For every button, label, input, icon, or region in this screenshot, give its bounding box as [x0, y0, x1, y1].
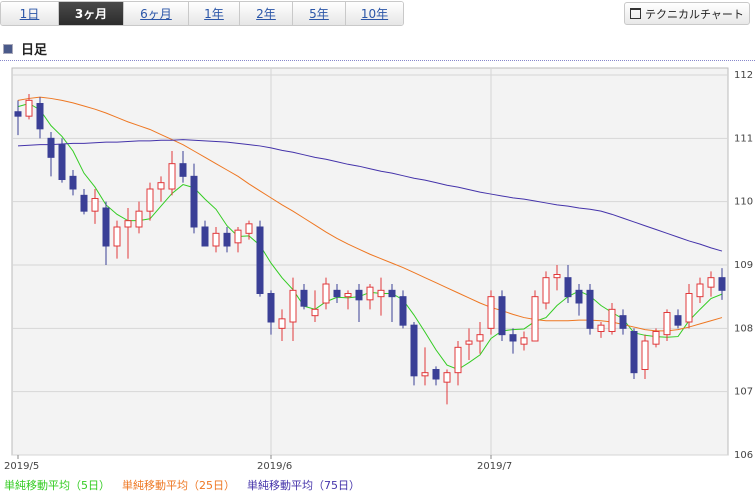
candle-body [267, 293, 275, 323]
candle-body [476, 334, 484, 342]
candle-body [685, 293, 693, 323]
y-tick-label: 109 [734, 260, 753, 271]
period-tabs: 1日 3ヶ月 6ヶ月 1年 2年 5年 10年 [0, 1, 404, 26]
candle-body [575, 289, 583, 304]
moving-average-line [17, 96, 723, 332]
y-tick-label: 107 [734, 387, 753, 398]
candle-body [102, 207, 110, 247]
candle-body [333, 289, 341, 298]
y-tick-label: 108 [734, 323, 753, 334]
candle-body [69, 175, 77, 190]
y-tick-label: 112 [734, 70, 753, 81]
candle-body [135, 210, 143, 228]
section-header: 日足 [3, 39, 47, 58]
candle-body [256, 226, 264, 294]
candle-body [542, 277, 550, 304]
candle-body [553, 274, 561, 279]
candle-body [564, 277, 572, 298]
candle-body [674, 315, 682, 326]
candle-body [91, 198, 99, 212]
candle-body [146, 188, 154, 212]
candle-body [14, 111, 22, 117]
legend-entry: 単純移動平均（5日） [4, 479, 110, 492]
period-tab[interactable]: 2年 [240, 2, 293, 25]
candle-body [36, 103, 44, 130]
candle-body [80, 194, 88, 212]
candle-body [663, 312, 671, 336]
candle-body [278, 318, 286, 329]
candle-body [113, 226, 121, 247]
period-tab[interactable]: 10年 [346, 2, 403, 25]
candle-body [223, 232, 231, 247]
candle-body [201, 226, 209, 247]
period-tab[interactable]: 5年 [293, 2, 346, 25]
candle-body [597, 324, 605, 332]
button-label: テクニカルチャート [645, 7, 744, 21]
candle-body [520, 337, 528, 345]
candle-body [399, 296, 407, 326]
plot-area [11, 67, 729, 456]
candle-body [124, 220, 132, 228]
y-tick-label: 106 [734, 450, 753, 461]
candle-body [311, 308, 319, 317]
candle-body [179, 163, 187, 177]
y-tick-label: 110 [734, 197, 753, 208]
candle-body [487, 296, 495, 329]
period-tab[interactable]: 3ヶ月 [59, 2, 124, 25]
candle-body [432, 369, 440, 380]
period-tab[interactable]: 6ヶ月 [124, 2, 189, 25]
candle-body [344, 293, 352, 298]
candle-body [322, 283, 330, 304]
section-title: 日足 [21, 43, 48, 58]
candle-body [245, 223, 253, 234]
candle-body [630, 331, 638, 374]
period-tab[interactable]: 1年 [189, 2, 240, 25]
candle-body [531, 296, 539, 342]
candle-body [696, 283, 704, 298]
technical-chart-button[interactable]: テクニカルチャート [624, 2, 750, 25]
candle-body [25, 99, 33, 117]
candle-body [190, 175, 198, 228]
candle-body [443, 372, 451, 383]
candle-body [234, 229, 242, 244]
x-tick-label: 2019/6 [257, 461, 292, 472]
candle-body [366, 286, 374, 301]
candle-body [410, 324, 418, 377]
candle-body [58, 144, 66, 181]
candle-body [157, 182, 165, 190]
candle-body [168, 163, 176, 190]
legend-entry: 単純移動平均（75日） [247, 479, 360, 492]
candle-body [212, 232, 220, 247]
icon [3, 43, 13, 54]
y-tick-label: 111 [734, 133, 753, 144]
candle-body [718, 277, 726, 291]
icon [630, 8, 642, 19]
candle-body [707, 277, 715, 288]
candle-body [388, 289, 396, 298]
legend-entry: 単純移動平均（25日） [122, 479, 235, 492]
candle-body [608, 308, 616, 333]
candle-body [619, 315, 627, 329]
candle-body [289, 289, 297, 323]
x-tick-label: 2019/5 [4, 461, 39, 472]
candle-body [421, 372, 429, 377]
candle-body [377, 289, 385, 298]
candle-body [641, 340, 649, 370]
candle-body [300, 289, 308, 307]
legend: 単純移動平均（5日） 単純移動平均（25日） 単純移動平均（75日） [4, 477, 360, 493]
candle-body [586, 289, 594, 329]
period-tab[interactable]: 1日 [1, 2, 59, 25]
divider [0, 60, 755, 61]
moving-average-line [17, 139, 723, 252]
candle-body [465, 340, 473, 345]
candle-body [498, 296, 506, 336]
candle-body [652, 331, 660, 345]
candle-body [355, 289, 363, 301]
x-tick-label: 2019/7 [477, 461, 512, 472]
candle-body [509, 334, 517, 342]
candle-body [47, 137, 55, 158]
candle-body [454, 346, 462, 374]
